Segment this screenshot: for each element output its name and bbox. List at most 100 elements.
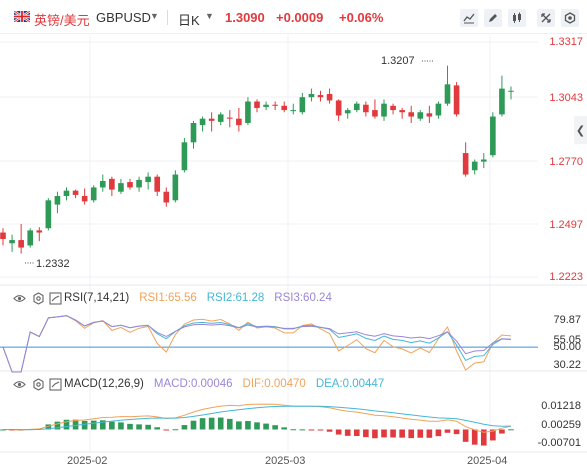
macd-bar <box>263 423 269 430</box>
candle-body <box>226 117 233 119</box>
candle-body <box>18 240 24 248</box>
candle-body <box>417 112 424 119</box>
macd-bar <box>335 429 342 435</box>
y-axis-tick: 1.2770 <box>549 156 583 168</box>
macd-bar <box>181 425 188 430</box>
indicator-icon[interactable] <box>508 9 526 27</box>
macd-bar <box>308 429 315 431</box>
macd-bar <box>290 429 297 431</box>
macd-bar <box>45 424 52 430</box>
candle-body <box>163 191 170 203</box>
dea-line <box>3 405 512 431</box>
macd-axis-tick: 0.01218 <box>541 400 581 412</box>
macd-bar <box>254 422 260 430</box>
indicator-select-icon[interactable] <box>49 291 62 305</box>
rsi3-value: RSI3:60.24 <box>274 292 332 304</box>
candle-body <box>299 97 306 113</box>
macd-bar <box>426 429 433 438</box>
macd-bar <box>245 421 251 430</box>
candle-body <box>471 161 478 171</box>
candle-body <box>208 118 215 121</box>
symbol-name[interactable]: 英镑/美元 <box>34 13 90 28</box>
draw-icon[interactable] <box>484 9 502 27</box>
candle-body <box>435 103 442 116</box>
macd-bar <box>72 419 79 430</box>
candle-body <box>72 190 79 195</box>
macd-bar <box>208 417 215 430</box>
candle-body <box>190 122 197 143</box>
symbol-dropdown-icon[interactable]: ▼ <box>150 11 159 21</box>
x-axis-label: 2025-02 <box>67 455 108 467</box>
symbol-code[interactable]: GBPUSD <box>96 10 151 25</box>
x-axis-label: 2025-03 <box>265 455 306 467</box>
candle-body <box>353 103 360 111</box>
dif-value: DIF:0.00470 <box>242 378 306 390</box>
macd-bar <box>508 429 514 431</box>
macd-bar <box>399 429 405 438</box>
candle-body <box>0 232 6 239</box>
dea-value: DEA:0.00447 <box>315 378 385 390</box>
dif-line <box>2 403 512 433</box>
indicator-select-icon[interactable] <box>49 377 62 391</box>
rsi-axis-tick: 79.87 <box>553 314 581 326</box>
candle-body <box>9 240 15 244</box>
x-axis-label: 2025-04 <box>467 455 508 467</box>
period-dropdown-icon[interactable]: ▼ <box>205 11 214 21</box>
macd-bar <box>390 429 396 438</box>
fullscreen-icon[interactable] <box>537 9 555 27</box>
candle-body <box>254 101 260 108</box>
gear-icon[interactable] <box>32 377 45 391</box>
macd-bar <box>90 420 97 430</box>
candle-body <box>462 153 469 175</box>
collapse-panel-icon[interactable]: ❮ <box>574 116 587 144</box>
candle-body <box>236 118 242 126</box>
macd-bar <box>154 427 161 430</box>
candle-body <box>272 104 278 106</box>
candle-body <box>136 179 142 188</box>
settings-icon[interactable] <box>561 9 579 27</box>
candle-body <box>99 180 106 188</box>
candle-body <box>63 190 70 197</box>
candle-body <box>499 88 505 115</box>
macd-bar <box>417 429 424 438</box>
y-axis-tick: 1.2223 <box>549 271 583 283</box>
candle-body <box>290 110 297 112</box>
eye-icon[interactable] <box>13 292 26 305</box>
macd-bar <box>236 421 242 430</box>
candle-body <box>308 93 315 98</box>
candle-body <box>54 196 61 205</box>
macd-bar <box>408 429 415 439</box>
candle-body <box>344 110 351 114</box>
candle-body <box>81 196 88 202</box>
candle-style-icon[interactable] <box>460 9 478 27</box>
candle-body <box>118 183 124 192</box>
macd-bar <box>381 429 387 438</box>
rsi-axis-tick: 55.05 <box>553 334 581 346</box>
macd-bar <box>490 429 496 441</box>
rsi3-line <box>2 315 512 373</box>
period-selector[interactable]: 日K <box>178 13 200 28</box>
macd-bar <box>127 423 133 430</box>
macd-axis-tick: -0.00701 <box>537 437 581 449</box>
rsi1-value: RSI1:65.56 <box>139 292 197 304</box>
gear-icon[interactable] <box>32 291 45 305</box>
eye-icon[interactable] <box>13 378 26 391</box>
candle-body <box>199 118 206 126</box>
macd-bar <box>471 429 478 445</box>
low-price-label: 1.2332 <box>36 258 70 270</box>
rsi-axis-tick: 30.22 <box>553 359 581 371</box>
annotation-lines <box>25 60 433 264</box>
candle-body <box>281 105 288 111</box>
candle-body <box>245 101 251 123</box>
macd-bar <box>326 429 333 432</box>
candle-body <box>390 105 396 111</box>
y-axis-tick: 1.2497 <box>549 219 583 231</box>
y-axis-tick: 1.3317 <box>549 36 583 48</box>
candle-body <box>508 90 514 92</box>
macd-bar <box>499 429 505 434</box>
candle-body <box>172 174 179 201</box>
macd-bar <box>136 424 142 430</box>
price-change: +0.0009 <box>276 10 324 25</box>
uk-flag-icon <box>14 11 30 22</box>
